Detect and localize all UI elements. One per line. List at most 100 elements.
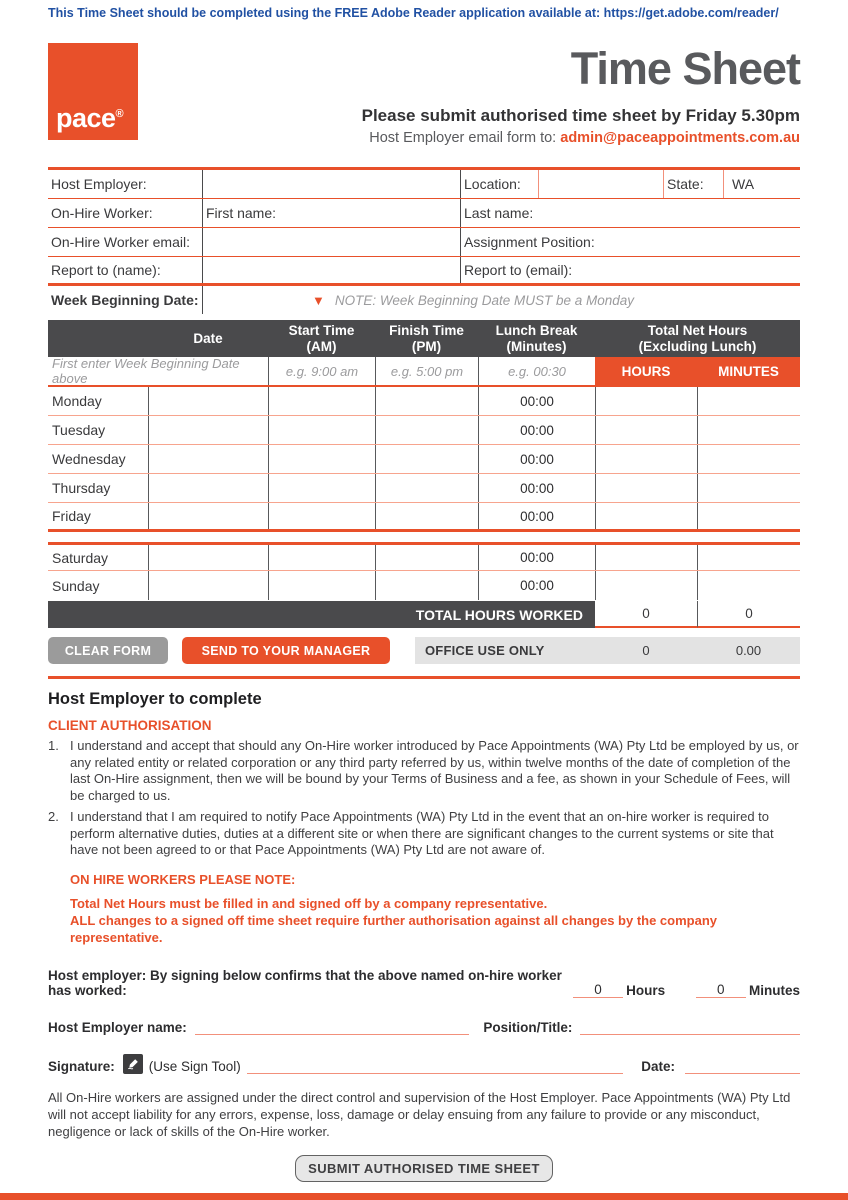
signature-row: Signature: (Use Sign Tool) Date: <box>48 1053 800 1074</box>
finish-time-input[interactable] <box>375 387 478 416</box>
lunch-break-input[interactable]: 00:00 <box>478 503 595 530</box>
liability-disclaimer: All On-Hire workers are assigned under t… <box>48 1089 791 1139</box>
lunch-break-input[interactable]: 00:00 <box>478 571 595 601</box>
hours-input[interactable] <box>595 545 697 571</box>
section-divider <box>48 676 800 680</box>
week-beginning-input[interactable]: ▼ NOTE: Week Beginning Date MUST be a Mo… <box>202 286 800 315</box>
day-label: Wednesday <box>52 451 126 468</box>
note-line-1: Total Net Hours must be filled in and si… <box>70 895 548 911</box>
start-time-input[interactable] <box>268 474 375 503</box>
note-heading: ON HIRE WORKERS PLEASE NOTE: <box>70 871 296 887</box>
hours-input[interactable] <box>595 474 697 503</box>
host-employer-name-input[interactable] <box>194 1019 470 1035</box>
first-name-input[interactable]: First name: <box>202 199 460 228</box>
date-input[interactable] <box>148 503 268 530</box>
table-row-tuesday: Tuesday 00:00 <box>48 416 800 446</box>
form-row-worker-email: On-Hire Worker email: Assignment Positio… <box>48 228 800 258</box>
report-email-input[interactable]: Report to (email): <box>460 257 800 284</box>
pace-logo: pace® <box>48 43 138 140</box>
location-input[interactable] <box>538 170 663 199</box>
start-time-input[interactable] <box>268 445 375 474</box>
host-employer-input[interactable] <box>202 170 460 199</box>
signature-input[interactable] <box>246 1060 624 1074</box>
host-employer-label: Host Employer: <box>51 176 147 193</box>
day-label: Thursday <box>52 480 111 497</box>
lunch-break-input[interactable]: 00:00 <box>478 387 595 416</box>
state-input[interactable]: WA <box>723 170 800 199</box>
lunch-break-input[interactable]: 00:00 <box>478 416 595 445</box>
finish-time-input[interactable] <box>375 503 478 530</box>
finish-time-input[interactable] <box>375 445 478 474</box>
confirmation-label: Host employer: By signing below confirms… <box>48 967 562 998</box>
table-row-monday: Monday 00:00 <box>48 387 800 417</box>
minutes-input[interactable] <box>697 545 800 571</box>
report-name-input[interactable] <box>202 257 460 284</box>
example-start-time: e.g. 9:00 am <box>268 357 375 386</box>
office-use-only-bar: OFFICE USE ONLY 0 0.00 <box>415 637 800 665</box>
finish-time-input[interactable] <box>375 545 478 571</box>
minutes-input[interactable] <box>697 416 800 445</box>
start-time-input[interactable] <box>268 416 375 445</box>
example-first-instruction: First enter Week Beginning Date above <box>52 356 240 387</box>
authorisation-item-1: 1. I understand and accept that should a… <box>48 738 800 804</box>
minutes-input[interactable] <box>697 571 800 601</box>
assignment-position-input[interactable]: Assignment Position: <box>460 228 800 257</box>
position-title-input[interactable] <box>580 1019 800 1035</box>
col-header-lunch-break: Lunch Break (Minutes) <box>495 322 578 354</box>
date-input[interactable] <box>148 387 268 416</box>
total-hours-value: 0 <box>595 601 697 629</box>
hours-input[interactable] <box>595 416 697 445</box>
finish-time-input[interactable] <box>375 571 478 601</box>
week-weekend-gap <box>48 532 800 542</box>
hours-input[interactable] <box>595 445 697 474</box>
hours-input[interactable] <box>595 387 697 416</box>
last-name-input[interactable]: Last name: <box>460 199 800 228</box>
day-label: Monday <box>52 393 102 410</box>
submit-authorised-timesheet-button[interactable]: SUBMIT AUTHORISED TIME SHEET <box>295 1154 553 1182</box>
lunch-break-input[interactable]: 00:00 <box>478 445 595 474</box>
form-row-worker-name: On-Hire Worker: First name: Last name: <box>48 199 800 229</box>
send-to-manager-button[interactable]: SEND TO YOUR MANAGER <box>182 637 390 665</box>
day-label: Friday <box>52 508 91 525</box>
hours-input[interactable] <box>595 571 697 601</box>
minutes-column-header: MINUTES <box>697 357 800 386</box>
lunch-break-input[interactable]: 00:00 <box>478 474 595 503</box>
sign-tool-icon[interactable] <box>122 1053 143 1074</box>
date-input-field[interactable] <box>685 1060 800 1074</box>
lunch-break-input[interactable]: 00:00 <box>478 545 595 571</box>
finish-time-input[interactable] <box>375 416 478 445</box>
minutes-input[interactable] <box>697 503 800 530</box>
date-input[interactable] <box>148 474 268 503</box>
finish-time-input[interactable] <box>375 474 478 503</box>
logo-text: pace <box>56 103 116 133</box>
minutes-input[interactable] <box>697 445 800 474</box>
admin-email-link[interactable]: admin@paceappointments.com.au <box>560 130 800 147</box>
form-row-week-beginning: Week Beginning Date: ▼ NOTE: Week Beginn… <box>48 286 800 315</box>
worker-email-input[interactable] <box>202 228 460 257</box>
clear-form-button[interactable]: CLEAR FORM <box>48 637 168 665</box>
start-time-input[interactable] <box>268 503 375 530</box>
minutes-input[interactable] <box>697 387 800 416</box>
client-authorisation-heading: CLIENT AUTHORISATION <box>48 718 212 734</box>
table-row-saturday: Saturday 00:00 <box>48 542 800 572</box>
hours-confirmation-row: Host employer: By signing below confirms… <box>48 968 800 998</box>
timesheet-table: Date Start Time (AM) Finish Time (PM) Lunc… <box>48 320 800 629</box>
host-employer-section-heading: Host Employer to complete <box>48 690 262 709</box>
on-hire-email-label: On-Hire Worker email: <box>51 234 190 251</box>
confirmed-hours-input[interactable]: 0 <box>572 982 624 998</box>
start-time-input[interactable] <box>268 545 375 571</box>
minutes-input[interactable] <box>697 474 800 503</box>
item-number: 1. <box>48 738 59 754</box>
date-input[interactable] <box>148 445 268 474</box>
date-input[interactable] <box>148 416 268 445</box>
start-time-input[interactable] <box>268 571 375 601</box>
position-title-label: Position/Title: <box>483 1019 573 1035</box>
hours-input[interactable] <box>595 503 697 530</box>
email-prefix: Host Employer email form to: <box>369 130 561 147</box>
date-input[interactable] <box>148 571 268 601</box>
start-time-input[interactable] <box>268 387 375 416</box>
confirmed-minutes-input[interactable]: 0 <box>695 982 746 998</box>
date-input[interactable] <box>148 545 268 571</box>
host-employer-name-label: Host Employer name: <box>48 1019 187 1035</box>
bottom-orange-bar <box>0 1193 848 1200</box>
